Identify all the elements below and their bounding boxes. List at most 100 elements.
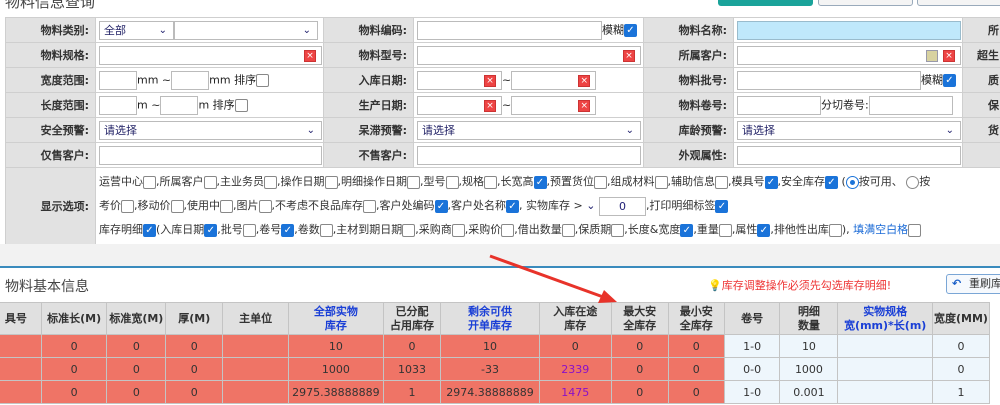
- stock-threshold-input[interactable]: 0: [598, 196, 646, 216]
- option-checkbox[interactable]: ✓: [506, 199, 519, 213]
- option-checkbox[interactable]: ✓: [680, 223, 694, 237]
- option-checkbox[interactable]: ✓: [764, 175, 778, 189]
- table-row[interactable]: 0 0 0 1000 1033 -33 2339 0 0 0-0 1000 0: [0, 357, 991, 381]
- stale-alert-select[interactable]: 请选择 ⌄: [417, 120, 641, 140]
- option-checkbox[interactable]: [611, 223, 625, 237]
- option-checkbox[interactable]: ✓: [143, 223, 156, 237]
- option-checkbox[interactable]: ✓: [533, 175, 547, 189]
- option-checkbox[interactable]: [143, 175, 156, 189]
- batch-input[interactable]: [737, 70, 921, 90]
- category-select[interactable]: 全部 ⌄: [99, 20, 174, 40]
- column-header[interactable]: 最小安 全库存: [667, 302, 725, 335]
- table-row[interactable]: 0 0 0 10 0 10 0 0 0 1-0 10 0: [0, 334, 991, 358]
- table-row[interactable]: 0 0 0 2975.38888889 1 2974.38888889 1475 0 0 1-0 0…: [0, 380, 991, 404]
- column-header[interactable]: 卷号: [723, 302, 781, 335]
- column-header[interactable]: 剩余可供 开单库存: [440, 302, 540, 335]
- fill-blank-link[interactable]: 填满空白格: [853, 223, 909, 236]
- table-cell: 0: [931, 357, 991, 381]
- in-date-to[interactable]: ×: [511, 70, 597, 90]
- clear-icon[interactable]: ×: [623, 49, 635, 62]
- column-header[interactable]: 最大安 全库存: [610, 302, 669, 335]
- prod-date-from[interactable]: ×: [417, 95, 502, 115]
- column-header[interactable]: 已分配 占用库存: [382, 302, 442, 335]
- expiry-alert-button[interactable]: [818, 0, 913, 6]
- safety-alert-select[interactable]: 请选择 ⌄: [99, 120, 322, 140]
- appearance-input[interactable]: [737, 145, 961, 165]
- option-checkbox[interactable]: [170, 199, 184, 213]
- alert-button-2[interactable]: [917, 0, 1000, 6]
- option-label: ,长宽高: [497, 175, 534, 188]
- only-customer-input[interactable]: [99, 145, 322, 165]
- table-cell: 0: [931, 334, 991, 358]
- option-checkbox[interactable]: [242, 223, 256, 237]
- option-checkbox[interactable]: [203, 175, 217, 189]
- model-input[interactable]: ×: [417, 45, 641, 65]
- option-checkbox[interactable]: [561, 223, 575, 237]
- customer-input[interactable]: ×: [737, 45, 961, 65]
- batch-fuzzy-checkbox[interactable]: ✓: [943, 73, 956, 87]
- option-checkbox[interactable]: [319, 223, 333, 237]
- column-header[interactable]: 标准长(M): [40, 302, 108, 335]
- width-min-input[interactable]: [99, 70, 137, 90]
- age-alert-select[interactable]: 请选择 ⌄: [737, 120, 961, 140]
- option-checkbox[interactable]: ✓: [204, 223, 218, 237]
- clear-icon[interactable]: ×: [943, 49, 955, 62]
- code-fuzzy-checkbox[interactable]: ✓: [624, 23, 637, 37]
- option-label: ,客户处编码: [376, 199, 435, 212]
- option-checkbox[interactable]: ✓: [281, 223, 295, 237]
- length-max-input[interactable]: [160, 95, 199, 115]
- column-header[interactable]: 厚(M): [165, 302, 224, 335]
- option-checkbox[interactable]: [324, 175, 338, 189]
- option-checkbox[interactable]: ✓: [825, 175, 838, 189]
- column-header[interactable]: 主单位: [222, 302, 289, 335]
- column-header[interactable]: 宽度(MM): [931, 302, 991, 335]
- option-checkbox[interactable]: [654, 175, 668, 189]
- roll-input[interactable]: [737, 95, 821, 115]
- option-checkbox[interactable]: [501, 223, 515, 237]
- width-sort-checkbox[interactable]: [256, 73, 270, 87]
- label-category: 物料类别:: [5, 17, 96, 43]
- name-input[interactable]: [737, 20, 961, 40]
- in-date-from[interactable]: ×: [417, 70, 502, 90]
- subcategory-select[interactable]: ⌄: [174, 20, 318, 40]
- option-checkbox[interactable]: [402, 223, 416, 237]
- radio-2[interactable]: [906, 175, 920, 189]
- option-checkbox[interactable]: [715, 175, 728, 189]
- option-checkbox[interactable]: [220, 199, 233, 213]
- length-sort-checkbox[interactable]: [234, 98, 248, 112]
- option-checkbox[interactable]: [407, 175, 420, 189]
- option-checkbox[interactable]: [451, 223, 465, 237]
- prod-date-to[interactable]: ×: [511, 95, 597, 115]
- column-header[interactable]: 全部实物 库存: [287, 302, 384, 335]
- option-checkbox[interactable]: [718, 223, 732, 237]
- show-chart-report-button[interactable]: [718, 0, 813, 6]
- option-label: ,明细操作日期: [337, 175, 408, 188]
- print-label-checkbox[interactable]: ✓: [715, 199, 729, 213]
- column-header[interactable]: 入库在途 库存: [538, 302, 612, 335]
- option-checkbox[interactable]: ✓: [434, 199, 448, 213]
- option-checkbox[interactable]: [363, 199, 376, 213]
- spec-input[interactable]: ×: [99, 45, 322, 65]
- picker-icon[interactable]: [926, 49, 938, 62]
- column-header[interactable]: 具号: [0, 302, 42, 335]
- fill-blank-checkbox[interactable]: [908, 223, 922, 237]
- column-header[interactable]: 实物规格 宽(mm)*长(m): [837, 302, 933, 335]
- not-customer-input[interactable]: [417, 145, 641, 165]
- cut-roll-input[interactable]: [868, 95, 953, 115]
- length-min-input[interactable]: [99, 95, 137, 115]
- option-checkbox[interactable]: [258, 199, 272, 213]
- option-checkbox[interactable]: [484, 175, 497, 189]
- refresh-button[interactable]: ↶ 重刷库: [946, 274, 1000, 294]
- radio-available[interactable]: [845, 175, 859, 189]
- option-checkbox[interactable]: ✓: [757, 223, 771, 237]
- option-checkbox[interactable]: [594, 175, 607, 189]
- option-checkbox[interactable]: [264, 175, 277, 189]
- width-max-input[interactable]: [171, 70, 210, 90]
- code-input[interactable]: [417, 20, 602, 40]
- clear-icon[interactable]: ×: [304, 49, 316, 62]
- column-header[interactable]: 标准宽(M): [106, 302, 167, 335]
- option-checkbox[interactable]: [445, 175, 459, 189]
- option-checkbox[interactable]: [121, 199, 134, 213]
- column-header[interactable]: 明细 数量: [779, 302, 839, 335]
- option-checkbox[interactable]: [828, 223, 842, 237]
